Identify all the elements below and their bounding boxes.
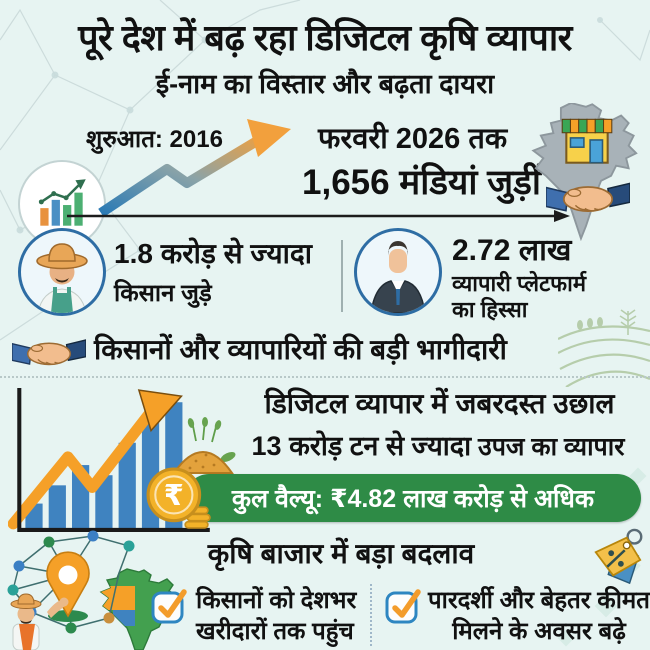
field-watermark-icon — [558, 309, 650, 387]
market-point-2-line2: मिलने के अवसर बढ़े — [452, 618, 626, 645]
percent-symbol — [606, 549, 626, 568]
market-change-heading: कृषि बाजार में बड़ा बदलाव — [207, 538, 475, 569]
farmer-avatar-icon — [36, 243, 88, 313]
trade-headline: डिजिटल व्यापार में जबरदस्त उछाल — [264, 388, 615, 419]
trader-avatar — [354, 228, 442, 316]
traders-stat-label1: व्यापारी प्लेटफार्म — [452, 271, 586, 296]
market-point-1-line1: किसानों को देशभर — [196, 587, 357, 614]
trader-avatar-icon — [370, 241, 426, 313]
page-subtitle: ई-नाम का विस्तार और बढ़ता दायरा — [155, 69, 495, 99]
section-divider — [0, 376, 650, 378]
zigzag-arrow-icon — [98, 119, 291, 218]
timeline-axis-arrow — [67, 210, 570, 222]
trade-subline-rest: उपज का व्यापार — [471, 433, 625, 461]
location-pin-icon — [46, 551, 90, 622]
points-divider — [370, 584, 372, 646]
farmers-stat-label: किसान जुड़े — [114, 280, 212, 307]
checkbox-check-icon — [151, 589, 187, 624]
farmers-stat-value: 1.8 करोड़ से ज्यादा — [114, 238, 313, 269]
stats-divider — [341, 240, 343, 312]
page-title: पूरे देश में बढ़ रहा डिजिटल कृषि व्यापार — [78, 17, 572, 58]
rupee-symbol: ₹ — [164, 480, 184, 512]
market-point-1: किसानों को देशभर खरीदारों तक पहुंच — [196, 585, 356, 647]
trade-subline: 13 करोड़ टन से ज्यादा उपज का व्यापार — [228, 426, 648, 463]
timeline-end-value: 1,656 मंडियां जुड़ीं — [302, 163, 541, 202]
market-point-1-line2: खरीदारों तक पहुंच — [196, 618, 354, 645]
price-tag-icon — [594, 528, 643, 585]
growth-bars-icon — [38, 179, 86, 226]
market-point-2-line1: पारदर्शी और बेहतर कीमत — [428, 587, 650, 614]
farmer-avatar — [18, 228, 106, 316]
checkbox-check-icon — [385, 589, 421, 624]
total-value-pill: कुल वैल्यू: ₹4.82 लाख करोड़ से अधिक — [185, 474, 641, 522]
participation-text: किसानों और व्यापारियों की बड़ी भागीदारी — [94, 334, 507, 365]
handshake-icon — [546, 182, 630, 213]
network-pin-icon — [7, 530, 181, 650]
traders-stat-value: 2.72 लाख — [452, 234, 572, 267]
traders-stat-label2: का हिस्सा — [452, 297, 528, 322]
market-point-2: पारदर्शी और बेहतर कीमत मिलने के अवसर बढ़… — [428, 585, 650, 647]
store-icon — [561, 118, 613, 164]
handshake-icon — [12, 339, 86, 366]
rupee-coin-icon: ₹ — [146, 467, 211, 529]
farmer-wave-icon — [10, 593, 69, 650]
timeline-end-label: फरवरी 2026 तक — [318, 123, 508, 155]
total-value-text: कुल वैल्यू: ₹4.82 लाख करोड़ से अधिक — [231, 485, 595, 513]
grain-pile-icon — [172, 417, 236, 474]
timeline-start-label: शुरुआत: 2016 — [86, 126, 223, 153]
trade-subline-strong: 13 करोड़ टन से ज्यादा — [251, 431, 472, 461]
